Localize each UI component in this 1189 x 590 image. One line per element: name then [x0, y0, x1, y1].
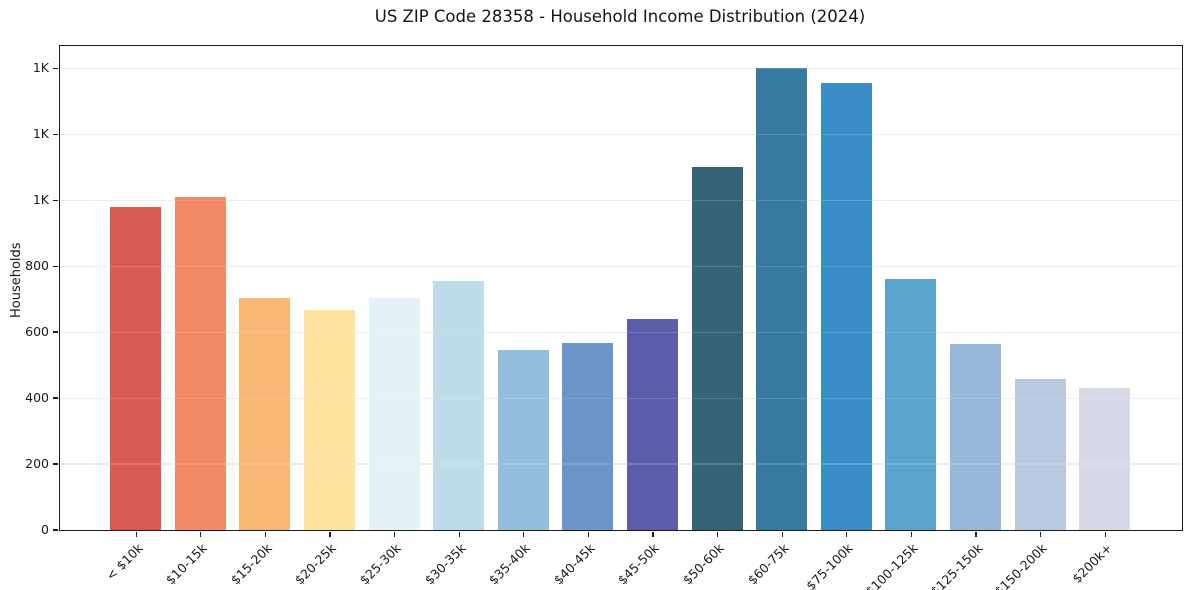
- x-axis-tick: [1104, 532, 1106, 537]
- gridline-overlay: [60, 133, 1182, 135]
- y-axis-tick: [53, 199, 58, 201]
- bar-$150-200k: [1014, 379, 1066, 530]
- gridline: [60, 265, 1182, 267]
- y-axis-tick: [53, 463, 58, 465]
- y-axis-label: Households: [9, 242, 24, 318]
- x-tick-label: $200k+: [1068, 540, 1115, 587]
- bar-$35-40k: [497, 349, 549, 530]
- y-tick-label: 200: [25, 456, 49, 472]
- x-tick-label: $30-35k: [421, 540, 469, 588]
- gridline: [60, 331, 1182, 333]
- y-axis-tick: [53, 529, 58, 531]
- x-axis-tick: [135, 532, 137, 537]
- bar-$100-125k: [885, 279, 937, 530]
- gridline-overlay: [60, 331, 1182, 333]
- x-tick-label: $45-50k: [615, 540, 663, 588]
- x-tick-label: $40-45k: [550, 540, 598, 588]
- x-tick-label: $60-75k: [744, 540, 792, 588]
- gridline: [60, 67, 1182, 70]
- bar-$25-30k: [368, 298, 420, 530]
- x-axis-tick: [846, 532, 848, 537]
- bar-$15-20k: [239, 297, 291, 530]
- x-axis-tick: [200, 532, 202, 537]
- x-axis-tick: [716, 532, 719, 537]
- x-axis-tick: [1039, 532, 1042, 537]
- x-tick-label: $50-60k: [679, 540, 727, 588]
- bar-$40-45k: [562, 343, 614, 530]
- bar-$10-15k: [174, 197, 226, 530]
- bar-$200k+: [1079, 388, 1131, 530]
- x-axis-tick: [587, 532, 590, 537]
- y-tick-label: 600: [25, 324, 49, 340]
- bar-$75-100k: [820, 82, 872, 530]
- x-axis-tick: [329, 532, 331, 537]
- x-axis-tick: [458, 532, 460, 537]
- gridline: [60, 397, 1182, 399]
- y-tick-label: 1K: [32, 192, 49, 208]
- gridline: [60, 199, 1182, 201]
- gridline: [60, 463, 1182, 465]
- x-tick-label: < $10k: [102, 540, 146, 584]
- chart-title: US ZIP Code 28358 - Household Income Dis…: [374, 7, 866, 26]
- bar-$30-35k: [433, 280, 485, 530]
- x-tick-label: $25-30k: [356, 540, 404, 588]
- y-tick-label: 0: [41, 522, 49, 537]
- gridline-overlay: [60, 397, 1182, 399]
- x-tick-label: $100-125k: [862, 540, 921, 590]
- x-axis-tick: [975, 532, 977, 537]
- x-tick-label: $10-15k: [162, 540, 210, 588]
- y-tick-label: 1K: [32, 126, 49, 142]
- bar-< $10k: [110, 206, 162, 530]
- x-tick-label: $125-150k: [926, 540, 986, 590]
- x-tick-label: $15-20k: [227, 540, 275, 588]
- y-axis-tick: [53, 67, 58, 70]
- bar-$50-60k: [691, 167, 743, 530]
- x-tick-label: $150-200k: [991, 540, 1050, 590]
- y-axis-tick: [53, 331, 58, 333]
- x-axis-tick: [781, 532, 783, 537]
- gridline-overlay: [60, 67, 1182, 70]
- gridline: [60, 133, 1182, 135]
- x-axis-tick: [264, 532, 267, 537]
- x-axis-tick: [652, 532, 654, 537]
- plot-area: [59, 45, 1183, 531]
- x-axis-tick: [910, 532, 913, 537]
- bar-$125-150k: [950, 343, 1001, 530]
- x-tick-label: $20-25k: [292, 540, 340, 588]
- y-axis-tick: [53, 133, 58, 136]
- gridline-overlay: [60, 265, 1182, 267]
- x-tick-label: $75-100k: [803, 540, 856, 590]
- y-axis-tick: [53, 397, 58, 399]
- x-axis-tick: [523, 532, 525, 537]
- y-tick-label: 400: [25, 390, 49, 406]
- gridline-overlay: [60, 199, 1182, 201]
- y-axis-tick: [53, 265, 58, 267]
- x-axis-tick: [393, 532, 396, 537]
- bar-$20-25k: [304, 309, 355, 530]
- bar-$60-75k: [756, 68, 808, 530]
- y-tick-label: 800: [25, 258, 49, 274]
- gridline-overlay: [60, 463, 1182, 465]
- y-tick-label: 1K: [32, 60, 49, 76]
- x-tick-label: $35-40k: [485, 540, 533, 588]
- bar-$45-50k: [627, 318, 678, 530]
